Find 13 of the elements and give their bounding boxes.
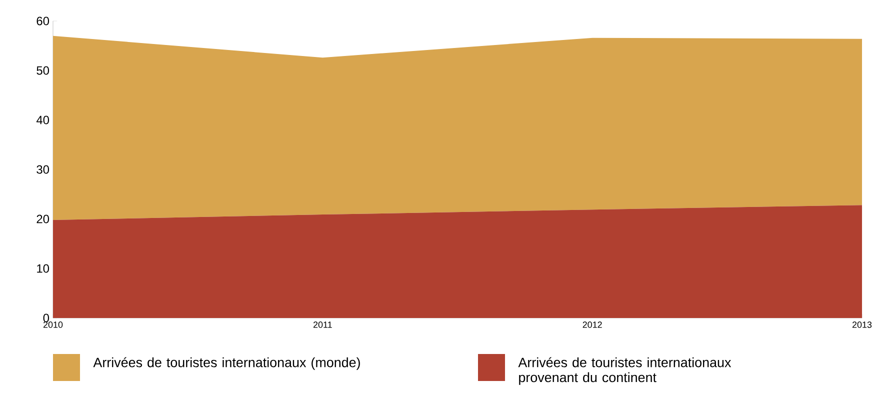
legend-label: Arrivées de touristes internationaux provenant du continent: [518, 357, 732, 385]
y-tick-label: 30: [36, 165, 50, 174]
x-tick-label: 2011: [313, 322, 332, 328]
x-tick-label: 2013: [852, 322, 872, 328]
x-tick-label: 2012: [582, 322, 602, 328]
y-tick-label: 20: [36, 214, 50, 224]
y-tick-label: 50: [36, 66, 50, 75]
y-tick-label: 60: [36, 16, 50, 26]
x-tick-label: 2010: [43, 322, 63, 328]
legend-label: Arrivées de touristes internationaux (monde): [93, 357, 360, 370]
y-tick-label: 40: [36, 116, 50, 124]
y-tick-label: 10: [37, 264, 50, 273]
y-tick-label: 0: [43, 314, 50, 322]
